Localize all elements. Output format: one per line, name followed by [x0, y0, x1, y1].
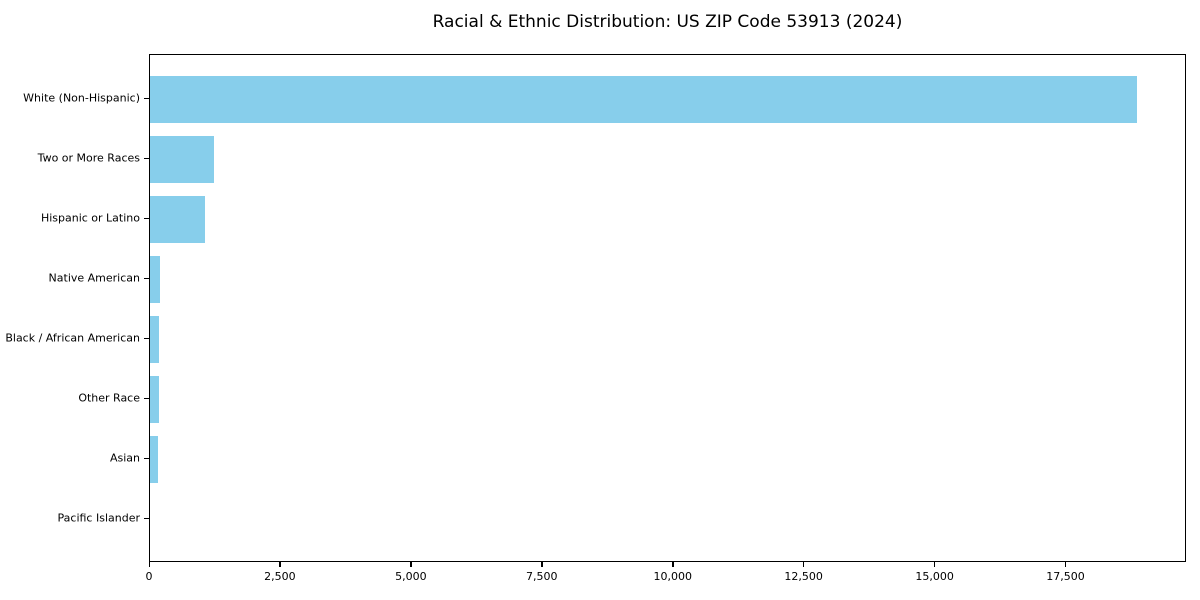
y-tick-label-two-or-more-races: Two or More Races — [37, 151, 140, 165]
x-tick-label: 17,500 — [1046, 570, 1085, 583]
x-tick-label: 10,000 — [653, 570, 692, 583]
y-tick-mark — [144, 217, 149, 219]
y-tick-label-asian: Asian — [109, 451, 140, 465]
x-tick-mark — [279, 562, 281, 567]
x-tick-mark — [1065, 562, 1067, 567]
bar-two-or-more-races — [150, 135, 214, 183]
bar-asian — [150, 435, 158, 483]
y-tick-mark — [144, 277, 149, 279]
bar-black-african-american — [150, 315, 160, 363]
y-tick-mark — [144, 97, 149, 99]
x-tick-label: 5,000 — [395, 570, 427, 583]
bar-white-non-hispanic — [150, 75, 1138, 123]
x-tick-mark — [803, 562, 805, 567]
y-tick-mark — [144, 457, 149, 459]
y-tick-mark — [144, 517, 149, 519]
x-tick-label: 0 — [145, 570, 153, 583]
y-tick-mark — [144, 397, 149, 399]
x-tick-label: 7,500 — [526, 570, 558, 583]
y-tick-label-hispanic-or-latino: Hispanic or Latino — [40, 211, 140, 225]
plot-area — [149, 54, 1186, 562]
x-tick-label: 2,500 — [264, 570, 296, 583]
x-tick-label: 15,000 — [915, 570, 954, 583]
y-tick-label-black-african-american: Black / African American — [5, 331, 140, 345]
bar-other-race — [150, 375, 159, 423]
y-tick-mark — [144, 337, 149, 339]
x-tick-label: 12,500 — [784, 570, 823, 583]
x-tick-mark — [148, 562, 150, 567]
chart-title: Racial & Ethnic Distribution: US ZIP Cod… — [432, 12, 903, 32]
x-tick-mark — [934, 562, 936, 567]
bar-hispanic-or-latino — [150, 195, 205, 243]
y-tick-label-white-non-hispanic: White (Non-Hispanic) — [23, 91, 140, 105]
x-tick-mark — [672, 562, 674, 567]
y-tick-label-pacific-islander: Pacific Islander — [57, 511, 140, 525]
y-tick-label-other-race: Other Race — [78, 391, 140, 405]
y-tick-label-native-american: Native American — [48, 271, 140, 285]
x-tick-mark — [410, 562, 412, 567]
bar-native-american — [150, 255, 160, 303]
y-tick-mark — [144, 157, 149, 159]
x-tick-mark — [541, 562, 543, 567]
